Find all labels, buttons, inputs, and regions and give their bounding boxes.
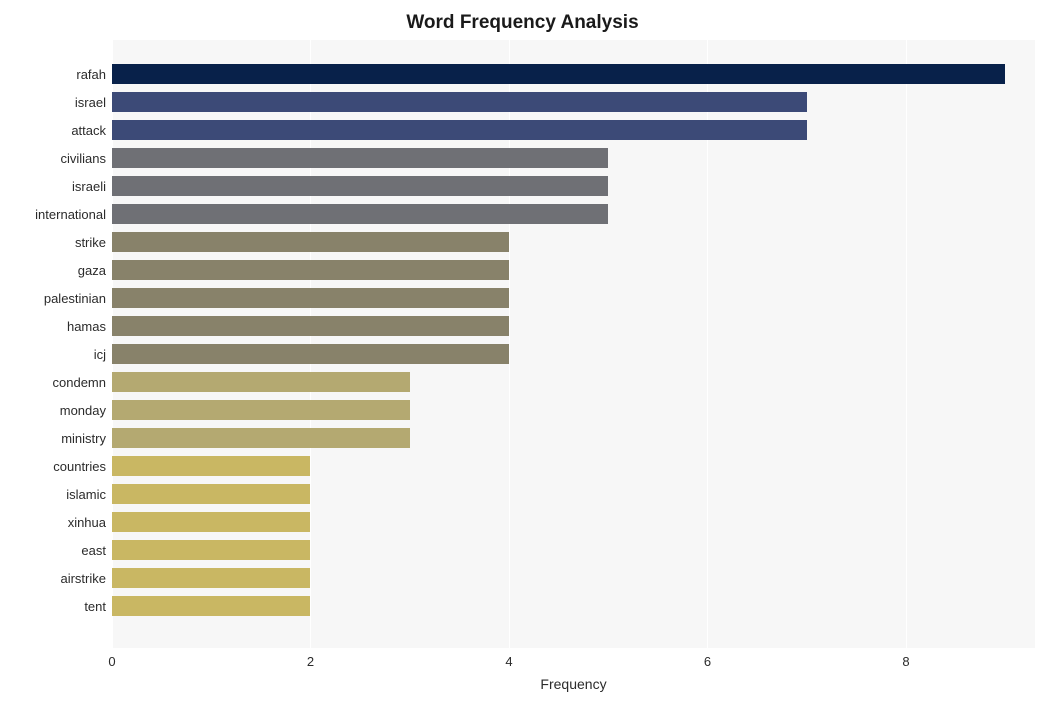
x-tick-label: 4 (505, 654, 512, 669)
bar (112, 288, 509, 308)
bar (112, 428, 410, 448)
bar (112, 232, 509, 252)
y-tick-label: monday (60, 403, 106, 418)
bar (112, 344, 509, 364)
y-tick-label: israel (75, 95, 106, 110)
bar (112, 596, 310, 616)
bar (112, 204, 608, 224)
bar (112, 540, 310, 560)
y-tick-label: palestinian (44, 291, 106, 306)
x-tick-label: 2 (307, 654, 314, 669)
y-tick-label: xinhua (68, 515, 106, 530)
y-tick-label: tent (84, 599, 106, 614)
y-tick-label: condemn (53, 375, 106, 390)
bar (112, 316, 509, 336)
bar (112, 148, 608, 168)
bar (112, 456, 310, 476)
y-tick-label: airstrike (60, 571, 106, 586)
y-tick-label: israeli (72, 179, 106, 194)
y-tick-label: attack (71, 123, 106, 138)
y-tick-label: strike (75, 235, 106, 250)
bar (112, 512, 310, 532)
y-tick-label: hamas (67, 319, 106, 334)
plot-area (112, 40, 1035, 648)
bar (112, 64, 1005, 84)
bar (112, 568, 310, 588)
y-tick-label: rafah (76, 67, 106, 82)
x-axis-label: Frequency (112, 676, 1035, 692)
bar (112, 484, 310, 504)
y-tick-label: islamic (66, 487, 106, 502)
y-tick-label: international (35, 207, 106, 222)
y-tick-label: countries (53, 459, 106, 474)
chart-title: Word Frequency Analysis (0, 12, 1045, 34)
bar (112, 372, 410, 392)
y-tick-label: civilians (60, 151, 106, 166)
x-tick-label: 0 (108, 654, 115, 669)
y-tick-label: icj (94, 347, 106, 362)
y-tick-label: ministry (61, 431, 106, 446)
bar (112, 176, 608, 196)
bar (112, 92, 807, 112)
x-tick-label: 8 (902, 654, 909, 669)
bar (112, 400, 410, 420)
word-frequency-chart: Word Frequency Analysis Frequency 0 2 4 6 8 r… (0, 0, 1045, 701)
bar (112, 260, 509, 280)
y-tick-label: gaza (78, 263, 106, 278)
gridline (906, 40, 907, 648)
x-tick-label: 6 (704, 654, 711, 669)
bar (112, 120, 807, 140)
y-tick-label: east (81, 543, 106, 558)
